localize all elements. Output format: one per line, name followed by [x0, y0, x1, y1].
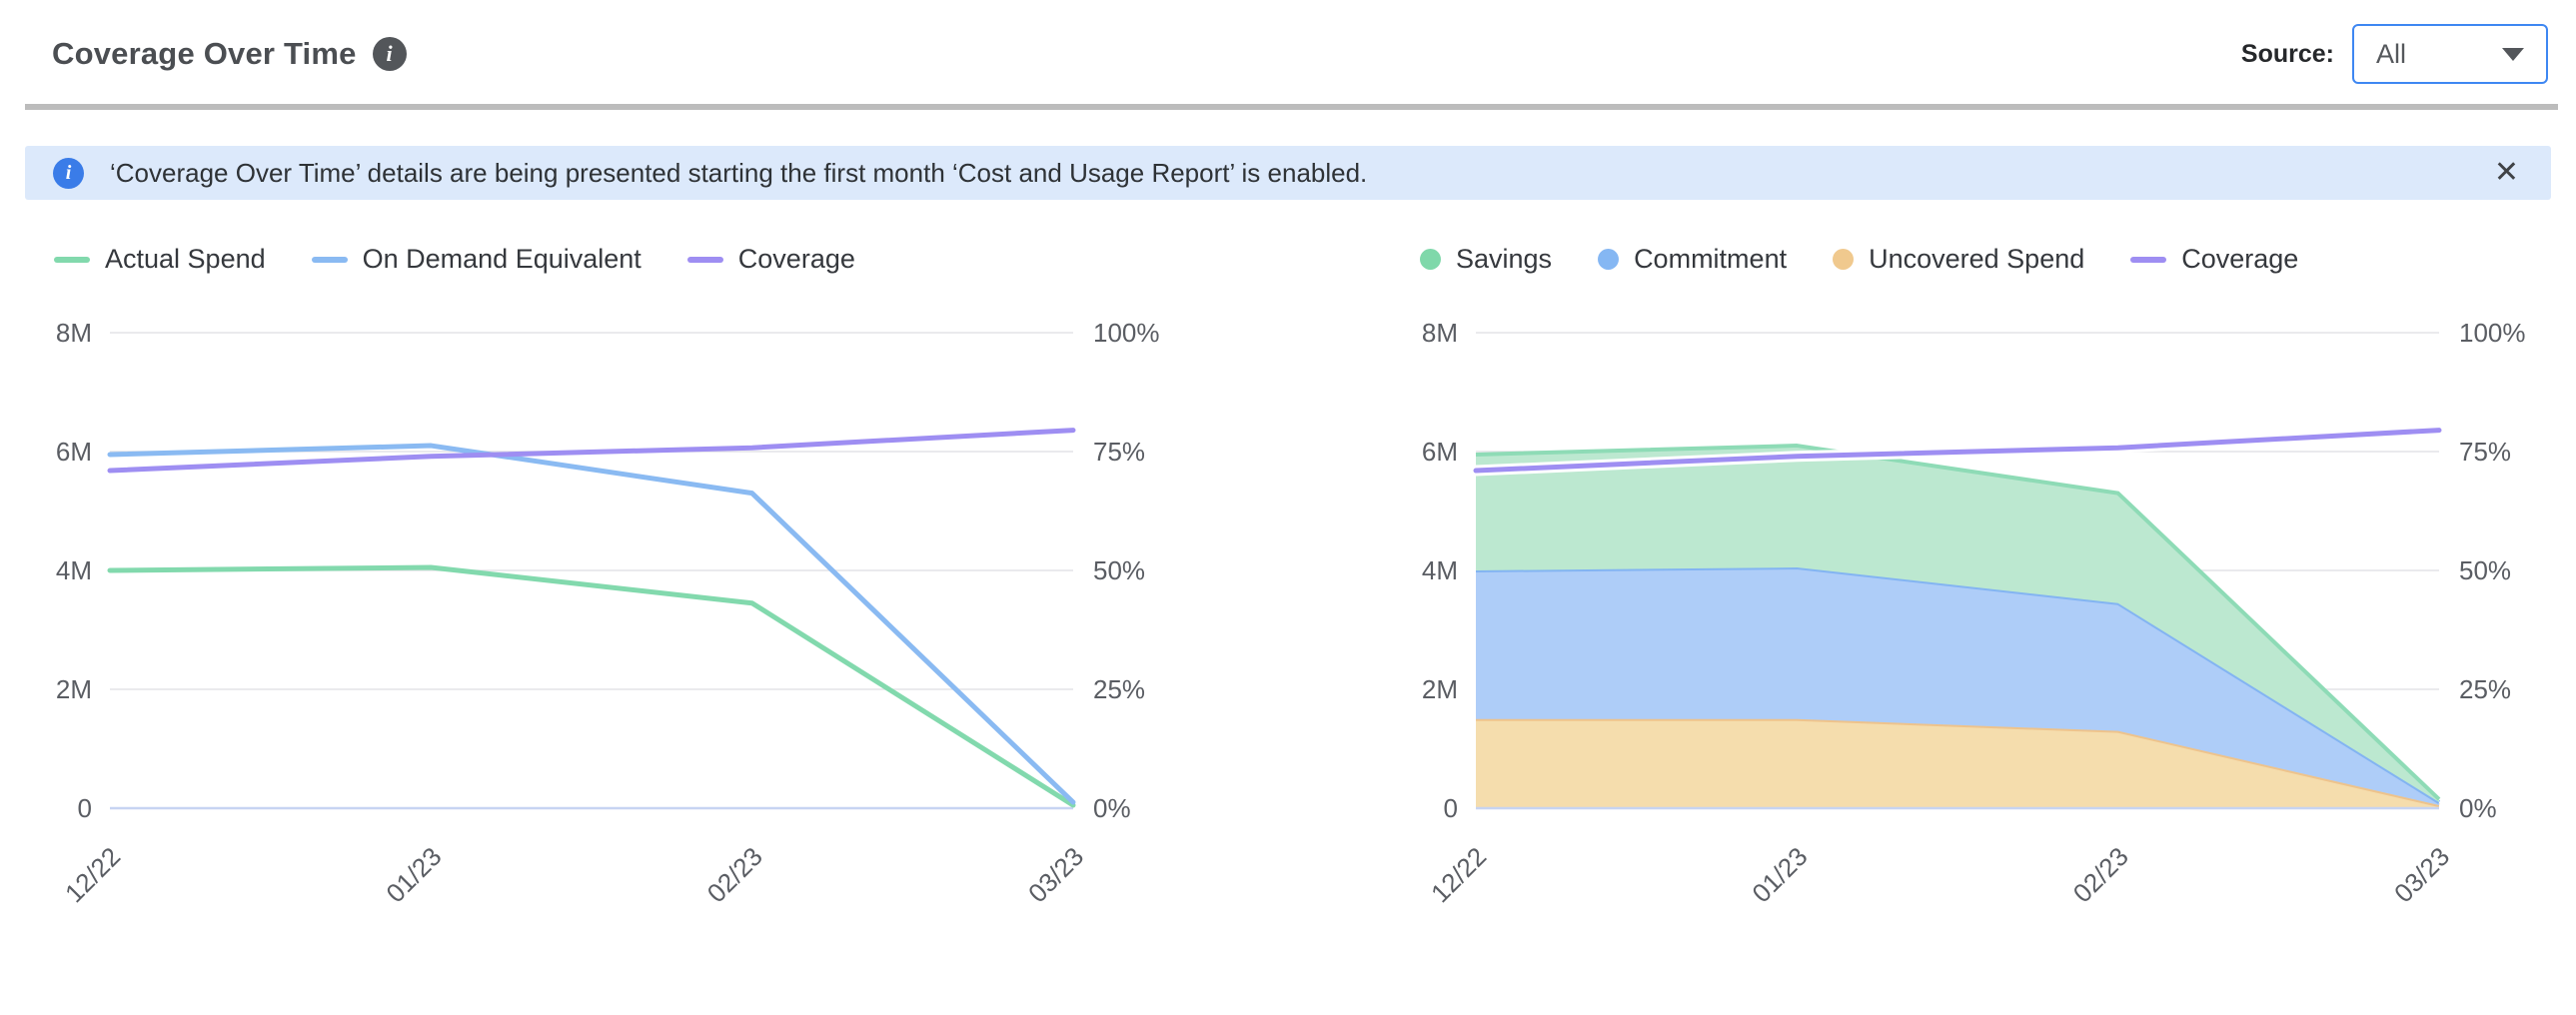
legend-label: Coverage	[737, 244, 855, 274]
dot-swatch-icon	[1833, 249, 1855, 270]
x-axis-tick: 02/23	[2067, 841, 2134, 908]
legend-label: Coverage	[2181, 244, 2299, 274]
line-swatch-icon	[54, 256, 90, 263]
info-icon: i	[53, 157, 84, 189]
area-edge-commitment	[1475, 565, 2441, 804]
x-axis-tick: 03/23	[2388, 841, 2455, 908]
y-axis-right-tick: 75%	[2459, 437, 2511, 467]
title-info-icon[interactable]: i	[372, 37, 407, 71]
legend-label: Uncovered Spend	[1869, 244, 2085, 274]
legend-item-actual-spend[interactable]: Actual Spend	[54, 244, 266, 275]
close-icon[interactable]: ✕	[2493, 156, 2519, 189]
y-axis-right-tick: 100%	[2459, 318, 2526, 348]
chevron-down-icon	[2502, 47, 2524, 61]
series-line-coverage	[107, 428, 1076, 474]
line-swatch-icon	[2130, 256, 2167, 263]
charts-section: Actual Spend On Demand Equivalent Coverage…	[0, 222, 2576, 953]
coverage-stacked-area-chart: 0 0% 2M 25% 4M 50% 6M 75% 8M 100% 12/22 01/23 02/23 0…	[1422, 318, 2526, 908]
series-line-actual-spend	[107, 564, 1076, 808]
coverage-area-chart-panel: Savings Commitment Uncovered Spend Coverage…	[1288, 222, 2576, 953]
y-axis-left-tick: 2M	[1422, 674, 1458, 704]
legend-item-uncovered-spend[interactable]: Uncovered Spend	[1833, 244, 2084, 275]
source-dropdown-value: All	[2376, 38, 2407, 69]
x-axis-tick: 02/23	[701, 841, 768, 908]
y-axis-left-tick: 6M	[56, 437, 92, 467]
line-swatch-icon	[686, 256, 723, 263]
x-axis-tick: 01/23	[380, 841, 447, 908]
legend-label: Savings	[1456, 244, 1553, 274]
y-axis-right-tick: 0%	[1093, 793, 1131, 823]
y-axis-left-tick: 0	[78, 793, 92, 823]
legend-label: On Demand Equivalent	[362, 244, 642, 274]
area-savings	[1476, 446, 2439, 803]
legend-item-commitment[interactable]: Commitment	[1598, 244, 1787, 275]
y-axis-left-tick: 0	[1444, 793, 1458, 823]
y-axis-left-tick: 4M	[56, 555, 92, 585]
dot-swatch-icon	[1598, 249, 1620, 270]
y-axis-left-tick: 4M	[1422, 555, 1458, 585]
banner-text: ‘Coverage Over Time’ details are being p…	[110, 157, 1368, 188]
y-axis-right-tick: 50%	[2459, 555, 2511, 585]
y-axis-right-tick: 50%	[1093, 555, 1145, 585]
y-axis-left-tick: 2M	[56, 674, 92, 704]
area-uncovered-spend	[1476, 718, 2439, 808]
legend-item-savings[interactable]: Savings	[1420, 244, 1552, 275]
legend-label: Actual Spend	[105, 244, 266, 274]
info-banner: i ‘Coverage Over Time’ details are being…	[25, 146, 2551, 200]
coverage-line-chart: 0 0% 2M 25% 4M 50% 6M 75% 8M 100% 12/22 01/23 02/23 0…	[56, 318, 1160, 908]
legend-right: Savings Commitment Uncovered Spend Coverage	[1380, 222, 2576, 289]
legend-label: Commitment	[1634, 244, 1788, 274]
series-line-coverage	[1473, 428, 2442, 474]
legend-item-coverage[interactable]: Coverage	[2130, 244, 2298, 275]
area-edge-savings	[1475, 444, 2441, 801]
area-commitment	[1476, 567, 2439, 806]
legend-item-coverage[interactable]: Coverage	[686, 244, 855, 275]
line-swatch-icon	[311, 256, 348, 263]
y-axis-right-tick: 25%	[1093, 674, 1145, 704]
coverage-line-chart-panel: Actual Spend On Demand Equivalent Coverage…	[0, 222, 1288, 953]
header: Coverage Over Time i Source: All	[0, 0, 2576, 104]
legend-item-on-demand-equivalent[interactable]: On Demand Equivalent	[311, 244, 642, 275]
x-axis-tick: 03/23	[1022, 841, 1089, 908]
dot-swatch-icon	[1420, 249, 1441, 270]
x-axis-tick: 01/23	[1746, 841, 1813, 908]
x-axis-tick: 12/22	[1425, 841, 1492, 908]
y-axis-right-tick: 100%	[1093, 318, 1160, 348]
legend-left: Actual Spend On Demand Equivalent Coverage	[14, 222, 1288, 289]
source-dropdown[interactable]: All	[2352, 24, 2548, 84]
x-axis-tick: 12/22	[59, 841, 126, 908]
y-axis-left-tick: 8M	[1422, 318, 1458, 348]
y-axis-left-tick: 6M	[1422, 437, 1458, 467]
source-label: Source:	[2240, 39, 2334, 68]
y-axis-left-tick: 8M	[56, 318, 92, 348]
header-divider	[25, 104, 2558, 110]
y-axis-right-tick: 75%	[1093, 437, 1145, 467]
series-line-on-demand-equivalent	[107, 443, 1076, 805]
y-axis-right-tick: 25%	[2459, 674, 2511, 704]
y-axis-right-tick: 0%	[2459, 793, 2497, 823]
page-title: Coverage Over Time	[52, 36, 357, 71]
